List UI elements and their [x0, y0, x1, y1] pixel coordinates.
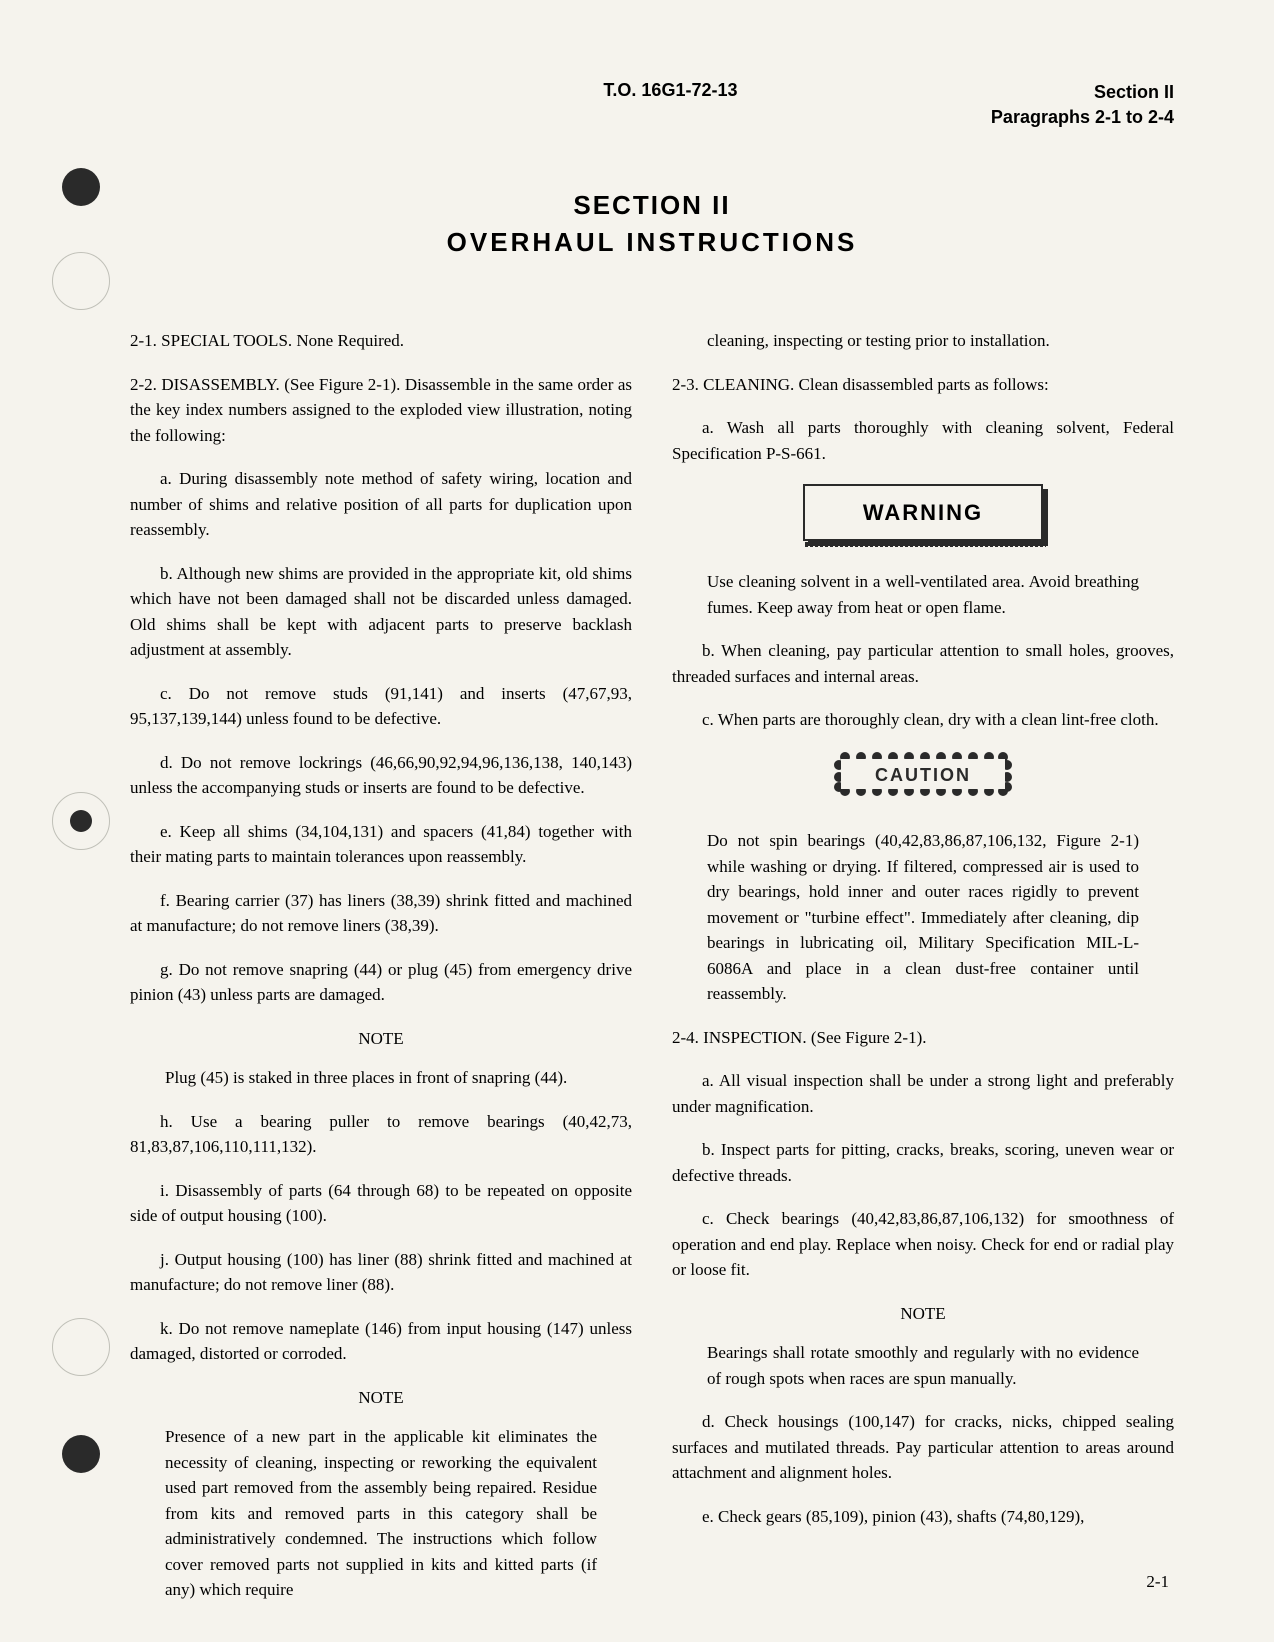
hole-punch [70, 810, 92, 832]
warning-body: Use cleaning solvent in a well-ventilate… [707, 569, 1139, 620]
note-heading: NOTE [130, 1385, 632, 1411]
right-column: cleaning, inspecting or testing prior to… [672, 328, 1174, 1621]
para-2-2-e: e. Keep all shims (34,104,131) and space… [130, 819, 632, 870]
para-2-2-d: d. Do not remove lockrings (46,66,90,92,… [130, 750, 632, 801]
section-name: OVERHAUL INSTRUCTIONS [130, 227, 1174, 258]
note-body: Presence of a new part in the applicable… [165, 1424, 597, 1603]
para-2-4-b: b. Inspect parts for pitting, cracks, br… [672, 1137, 1174, 1188]
para-2-2-k: k. Do not remove nameplate (146) from in… [130, 1316, 632, 1367]
note-continuation: cleaning, inspecting or testing prior to… [707, 328, 1139, 354]
para-2-2-f: f. Bearing carrier (37) has liners (38,3… [130, 888, 632, 939]
para-2-3-c: c. When parts are thoroughly clean, dry … [672, 707, 1174, 733]
note-body: Bearings shall rotate smoothly and regul… [707, 1340, 1139, 1391]
para-2-4: 2-4. INSPECTION. (See Figure 2-1). [672, 1025, 1174, 1051]
para-2-2-h: h. Use a bearing puller to remove bearin… [130, 1109, 632, 1160]
para-2-2-i: i. Disassembly of parts (64 through 68) … [130, 1178, 632, 1229]
para-2-4-c: c. Check bearings (40,42,83,86,87,106,13… [672, 1206, 1174, 1283]
section-title: SECTION II OVERHAUL INSTRUCTIONS [130, 190, 1174, 258]
hole-outline [52, 252, 110, 310]
section-number: SECTION II [130, 190, 1174, 221]
document-number: T.O. 16G1-72-13 [603, 80, 737, 100]
para-2-2-j: j. Output housing (100) has liner (88) s… [130, 1247, 632, 1298]
note-heading: NOTE [672, 1301, 1174, 1327]
para-2-2-b: b. Although new shims are provided in th… [130, 561, 632, 663]
para-2-4-a: a. All visual inspection shall be under … [672, 1068, 1174, 1119]
para-2-2-g: g. Do not remove snapring (44) or plug (… [130, 957, 632, 1008]
para-2-4-d: d. Check housings (100,147) for cracks, … [672, 1409, 1174, 1486]
para-2-2-c: c. Do not remove studs (91,141) and inse… [130, 681, 632, 732]
caution-stamp-icon: CAUTION [833, 751, 1013, 797]
para-2-3-a: a. Wash all parts thoroughly with cleani… [672, 415, 1174, 466]
para-2-2-a: a. During disassembly note method of saf… [130, 466, 632, 543]
caution-box: CAUTION [833, 751, 1013, 805]
para-2-4-e: e. Check gears (85,109), pinion (43), sh… [672, 1504, 1174, 1530]
para-2-3: 2-3. CLEANING. Clean disassembled parts … [672, 372, 1174, 398]
hole-punch [62, 1435, 100, 1473]
hole-outline [52, 1318, 110, 1376]
body-columns: 2-1. SPECIAL TOOLS. None Required. 2-2. … [130, 328, 1174, 1621]
warning-label: WARNING [863, 500, 983, 525]
page-header: T.O. 16G1-72-13 Section II Paragraphs 2-… [130, 80, 1174, 130]
warning-box: WARNING [803, 484, 1043, 541]
page-number: 2-1 [1146, 1572, 1169, 1592]
section-label: Section II [991, 80, 1174, 105]
paragraphs-range: Paragraphs 2-1 to 2-4 [991, 105, 1174, 130]
caution-label: CAUTION [875, 765, 971, 785]
para-2-1: 2-1. SPECIAL TOOLS. None Required. [130, 328, 632, 354]
note-heading: NOTE [130, 1026, 632, 1052]
hole-punch [62, 168, 100, 206]
note-body: Plug (45) is staked in three places in f… [165, 1065, 597, 1091]
caution-body: Do not spin bearings (40,42,83,86,87,106… [707, 828, 1139, 1007]
para-2-2: 2-2. DISASSEMBLY. (See Figure 2-1). Disa… [130, 372, 632, 449]
left-column: 2-1. SPECIAL TOOLS. None Required. 2-2. … [130, 328, 632, 1621]
para-2-3-b: b. When cleaning, pay particular attenti… [672, 638, 1174, 689]
